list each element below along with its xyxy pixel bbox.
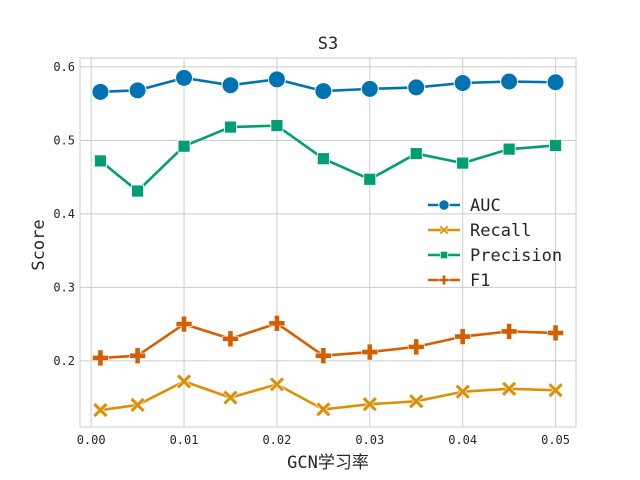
legend-item-precision: Precision [428,246,562,266]
auc-point [91,82,110,101]
auc-point [407,78,426,97]
f1-point [315,347,332,364]
auc-point [546,73,565,92]
legend-item-recall: Recall [428,221,531,241]
auc-point [267,70,286,89]
auc-point [128,81,147,100]
y-tick-label: 0.5 [53,133,75,147]
x-tick-label: 0.04 [448,433,477,447]
precision-point [224,120,237,134]
x-tick-label: 0.02 [262,433,291,447]
recall-point [176,373,192,390]
f1-point [268,315,286,332]
f1-point [407,338,425,356]
recall-point [129,397,146,413]
legend-marker [439,250,449,260]
recall-point [361,396,378,413]
series-auc [91,68,565,101]
series-f1 [92,315,564,367]
recall-point [222,389,239,406]
legend-label: F1 [470,271,490,291]
f1-point [361,343,379,361]
legend-item-auc: AUC [428,196,501,216]
legend-item-f1: F1 [428,271,490,291]
legend-marker [438,274,450,286]
f1-point [129,347,146,364]
precision-point [456,156,470,170]
auc-point [360,79,379,98]
y-tick-label: 0.3 [53,280,75,294]
chart-title: S3 [318,34,338,54]
series-layer [91,68,565,419]
precision-point [131,184,144,198]
auc-point [221,76,240,95]
legend-label: Precision [470,246,562,266]
f1-point [454,328,471,345]
x-axis-title: GCN学习率 [287,453,369,473]
recall-point [454,383,471,400]
legend-marker [438,224,450,236]
auc-point [500,72,519,91]
y-axis-title: Score [29,219,49,270]
f1-point [175,315,193,333]
x-tick-label: 0.00 [77,433,106,447]
recall-point [408,393,425,410]
x-tick-label: 0.03 [355,433,384,447]
recall-point [268,376,285,393]
f1-point [92,349,109,367]
f1-point [547,324,564,342]
legend-label: AUC [470,196,501,216]
precision-point [94,154,107,168]
recall-point [547,382,564,399]
precision-point [549,139,562,152]
y-tick-labels: 0.2 0.3 0.4 0.5 0.6 [53,60,75,368]
precision-point [177,139,191,153]
series-precision [94,119,562,198]
auc-point [314,82,333,101]
y-tick-label: 0.2 [53,354,75,368]
recall-point [315,401,332,418]
precision-point [270,119,284,133]
recall-point [92,402,109,419]
y-tick-label: 0.4 [53,207,75,221]
series-recall [92,373,564,419]
x-tick-label: 0.01 [170,433,199,447]
recall-point [501,380,518,397]
f1-point [500,323,518,340]
plot-frame [79,57,577,428]
auc-point [453,73,472,92]
precision-point [316,152,330,166]
legend-label: Recall [470,221,531,241]
plot-area [79,57,577,428]
precision-point [409,147,423,160]
y-tick-label: 0.6 [53,60,75,74]
f1-point [222,330,239,348]
x-tick-label: 0.05 [541,433,570,447]
precision-point [363,172,377,186]
legend: AUC Recall Precision F1 [428,196,562,291]
auc-point [175,68,194,87]
legend-marker [438,199,450,211]
x-tick-labels: 0.00 0.01 0.02 0.03 0.04 0.05 [77,433,570,447]
precision-point [502,142,516,156]
